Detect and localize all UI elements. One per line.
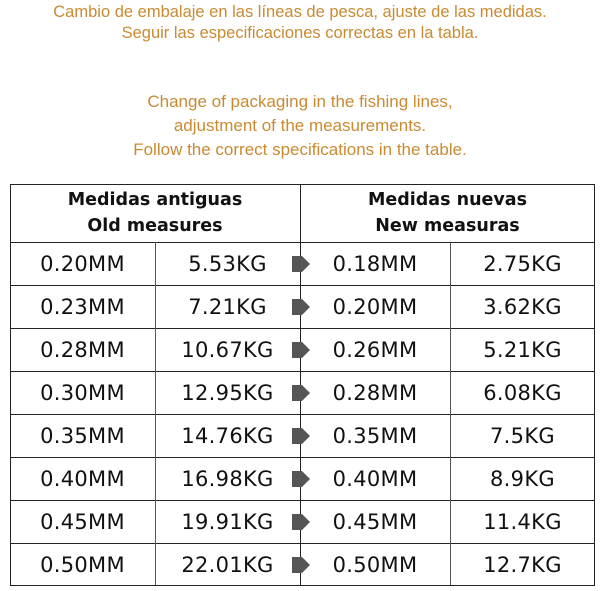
header-divider — [300, 184, 301, 242]
cell-old-kg: 10.67KG — [181, 338, 274, 362]
right-arrow-icon — [292, 299, 310, 315]
table-bottom-rule — [10, 585, 595, 586]
notice-spanish: Cambio de embalaje en las líneas de pesc… — [0, 2, 600, 44]
cell-old-mm: 0.20MM — [40, 252, 125, 276]
row-rule — [10, 242, 595, 243]
row-rule — [10, 457, 595, 458]
cell-old-kg: 22.01KG — [181, 553, 274, 577]
row-rule — [10, 371, 595, 372]
column-rule — [450, 285, 451, 328]
column-rule — [155, 414, 156, 457]
old-measures-header: Medidas antiguas Old measures — [10, 184, 300, 242]
cell-old-kg: 12.95KG — [181, 381, 274, 405]
right-arrow-icon — [292, 514, 310, 530]
row-rule — [10, 328, 595, 329]
cell-new-mm: 0.45MM — [332, 510, 418, 534]
cell-new-mm: 0.20MM — [332, 295, 418, 319]
row-rule — [10, 414, 595, 415]
column-rule — [155, 242, 156, 285]
cell-old-kg: 5.53KG — [188, 252, 267, 276]
right-arrow-icon — [292, 342, 310, 358]
row-rule — [10, 543, 595, 544]
cell-old-mm: 0.30MM — [40, 381, 125, 405]
cell-old-kg: 16.98KG — [181, 467, 274, 491]
cell-new-mm: 0.18MM — [332, 252, 418, 276]
notice-en-line-2: adjustment of the measurements. — [173, 116, 427, 135]
column-rule — [155, 500, 156, 543]
cell-new-kg: 8.9KG — [490, 467, 555, 491]
cell-new-kg: 12.7KG — [483, 553, 562, 577]
table-right-rule — [594, 184, 595, 586]
cell-new-kg: 2.75KG — [483, 252, 562, 276]
cell-old-mm: 0.40MM — [40, 467, 125, 491]
cell-old-kg: 7.21KG — [188, 295, 267, 319]
cell-old-mm: 0.23MM — [40, 295, 125, 319]
old-header-es: Medidas antiguas — [67, 190, 243, 210]
column-rule — [450, 457, 451, 500]
table-top-rule — [10, 184, 595, 185]
new-header-es: Medidas nuevas — [367, 190, 528, 210]
column-rule — [450, 242, 451, 285]
right-arrow-icon — [292, 471, 310, 487]
column-rule — [155, 457, 156, 500]
cell-new-mm: 0.50MM — [332, 553, 418, 577]
column-rule — [450, 328, 451, 371]
right-arrow-icon — [292, 385, 310, 401]
notice-english: Change of packaging in the fishing lines… — [0, 90, 600, 162]
notice-en-line-3: Follow the correct specifications in the… — [133, 140, 467, 159]
notice-es-line-2: Seguir las especificaciones correctas en… — [121, 24, 479, 42]
row-rule — [10, 285, 595, 286]
table-left-rule — [10, 184, 11, 586]
cell-new-kg: 3.62KG — [483, 295, 562, 319]
cell-new-kg: 5.21KG — [483, 338, 562, 362]
cell-old-kg: 19.91KG — [181, 510, 274, 534]
cell-new-kg: 11.4KG — [483, 510, 562, 534]
cell-old-mm: 0.28MM — [40, 338, 125, 362]
column-rule — [155, 285, 156, 328]
cell-new-mm: 0.26MM — [332, 338, 418, 362]
column-rule — [155, 371, 156, 414]
cell-new-mm: 0.28MM — [332, 381, 418, 405]
column-rule — [155, 328, 156, 371]
notice-en-line-1: Change of packaging in the fishing lines… — [147, 92, 453, 111]
row-rule — [10, 500, 595, 501]
cell-new-kg: 7.5KG — [490, 424, 555, 448]
right-arrow-icon — [292, 557, 310, 573]
cell-new-kg: 6.08KG — [483, 381, 562, 405]
old-header-en: Old measures — [87, 216, 223, 236]
new-header-en: New measuras — [375, 216, 520, 236]
new-measures-header: Medidas nuevas New measuras — [300, 184, 595, 242]
right-arrow-icon — [292, 428, 310, 444]
cell-old-mm: 0.45MM — [40, 510, 125, 534]
cell-new-mm: 0.35MM — [332, 424, 418, 448]
cell-old-kg: 14.76KG — [181, 424, 274, 448]
cell-new-mm: 0.40MM — [332, 467, 418, 491]
column-rule — [450, 543, 451, 586]
notice-es-line-1: Cambio de embalaje en las líneas de pesc… — [53, 3, 547, 21]
column-rule — [450, 414, 451, 457]
cell-old-mm: 0.50MM — [40, 553, 125, 577]
column-rule — [450, 371, 451, 414]
conversion-table: Medidas antiguas Old measures Medidas nu… — [10, 184, 595, 588]
cell-old-mm: 0.35MM — [40, 424, 125, 448]
column-rule — [155, 543, 156, 586]
column-rule — [450, 500, 451, 543]
right-arrow-icon — [292, 256, 310, 272]
